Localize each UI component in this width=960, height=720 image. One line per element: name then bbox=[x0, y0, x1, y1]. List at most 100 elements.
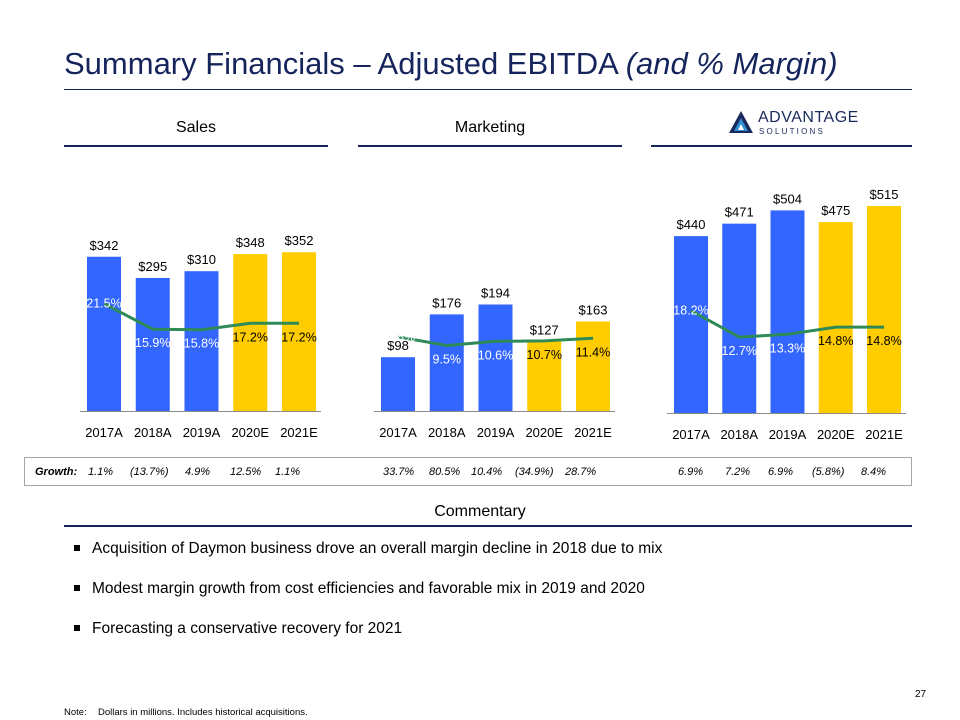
bar bbox=[233, 254, 268, 411]
margin-data-label: 14.8% bbox=[866, 334, 901, 348]
growth-total-value: 7.2% bbox=[725, 466, 751, 478]
bar-value-label: $176 bbox=[432, 295, 461, 310]
growth-sales-value: 12.5% bbox=[230, 466, 262, 478]
sales-panel-heading: Sales bbox=[175, 119, 217, 136]
growth-sales-value: 1.1% bbox=[275, 466, 301, 478]
bar bbox=[87, 256, 121, 411]
growth-marketing-value: 10.4% bbox=[471, 466, 503, 478]
x-tick-label: 2020E bbox=[231, 425, 269, 440]
x-tick-label: 2019A bbox=[477, 425, 515, 440]
bar-value-label: $352 bbox=[285, 233, 314, 248]
growth-total-value: 8.4% bbox=[861, 466, 887, 478]
commentary-heading: Commentary bbox=[434, 503, 526, 520]
x-tick-label: 2021E bbox=[574, 425, 612, 440]
total-panel-rule bbox=[651, 145, 912, 147]
margin-data-label: 10.7% bbox=[527, 348, 562, 362]
margin-data-label: 9.5% bbox=[433, 353, 462, 367]
growth-marketing-value: 33.7% bbox=[383, 466, 415, 478]
bar-value-label: $475 bbox=[821, 203, 850, 218]
bar-value-label: $295 bbox=[138, 259, 167, 274]
growth-sales-value: 4.9% bbox=[185, 466, 211, 478]
title-rule bbox=[64, 89, 912, 90]
bar-value-label: $98 bbox=[387, 338, 409, 353]
margin-data-label: 21.5% bbox=[86, 297, 121, 311]
bar-value-label: $194 bbox=[481, 285, 510, 300]
margin-data-label: 11.4% bbox=[576, 345, 611, 359]
bar bbox=[674, 236, 708, 413]
x-tick-label: 2018A bbox=[428, 425, 466, 440]
margin-data-label: 13.3% bbox=[770, 341, 805, 355]
margin-line bbox=[103, 302, 299, 332]
bar-value-label: $440 bbox=[677, 217, 706, 232]
logo-text-line1: ADVANTAGE bbox=[758, 109, 859, 126]
growth-row-box bbox=[24, 457, 912, 486]
footnote: Note: Dollars in millions. Includes histo… bbox=[64, 707, 308, 718]
bar bbox=[429, 314, 464, 411]
bar bbox=[576, 321, 610, 411]
commentary-rule bbox=[64, 525, 912, 527]
margin-data-label: 10.6% bbox=[478, 348, 513, 362]
sales-panel-rule bbox=[64, 145, 328, 147]
bar bbox=[867, 205, 901, 413]
logo-mark-icon bbox=[729, 111, 753, 133]
bar bbox=[282, 252, 316, 411]
bar-value-label: $348 bbox=[236, 235, 265, 250]
bar-value-label: $515 bbox=[870, 187, 899, 202]
growth-sales-value: 1.1% bbox=[88, 466, 114, 478]
bar-value-label: $127 bbox=[530, 322, 559, 337]
margin-data-label: 14.8% bbox=[818, 334, 853, 348]
bar bbox=[770, 210, 805, 413]
margin-data-label: 18.2% bbox=[673, 304, 708, 318]
bar bbox=[478, 304, 513, 411]
margin-data-label: 17.2% bbox=[233, 330, 268, 344]
bullet-square-icon bbox=[74, 625, 80, 631]
growth-total-value: 6.9% bbox=[768, 466, 794, 478]
margin-line bbox=[690, 309, 884, 339]
margin-data-label: 15.8% bbox=[184, 337, 219, 351]
bar-value-label: $342 bbox=[90, 238, 119, 253]
x-tick-label: 2018A bbox=[134, 425, 172, 440]
x-tick-label: 2021E bbox=[865, 427, 903, 442]
advantage-solutions-logo: ADVANTAGE SOLUTIONS bbox=[728, 108, 858, 138]
growth-sales-value: (13.7%) bbox=[130, 466, 169, 478]
margin-data-label: 15.9% bbox=[135, 336, 170, 350]
x-tick-label: 2017A bbox=[85, 425, 123, 440]
bullet-square-icon bbox=[74, 545, 80, 551]
x-tick-label: 2020E bbox=[525, 425, 563, 440]
bar bbox=[722, 223, 757, 413]
growth-marketing-value: 28.7% bbox=[565, 466, 597, 478]
x-tick-label: 2019A bbox=[183, 425, 221, 440]
bar bbox=[381, 357, 415, 411]
page-number: 27 bbox=[915, 689, 927, 700]
bar bbox=[527, 341, 562, 411]
marketing-panel-rule bbox=[358, 145, 622, 147]
marketing-panel-heading: Marketing bbox=[454, 119, 526, 136]
growth-label: Growth: bbox=[35, 466, 78, 478]
page-title: Summary Financials – Adjusted EBITDA (an… bbox=[64, 46, 838, 81]
margin-line bbox=[397, 335, 594, 348]
bar-value-label: $310 bbox=[187, 252, 216, 267]
bullet-square-icon bbox=[74, 585, 80, 591]
bar bbox=[818, 222, 853, 413]
x-tick-label: 2019A bbox=[769, 427, 807, 442]
x-tick-label: 2017A bbox=[379, 425, 417, 440]
bar-value-label: $471 bbox=[725, 205, 754, 220]
ebitda-charts: $342 2017A $295 2018A $310 2019A $348 2020E $352… bbox=[80, 187, 906, 442]
bar bbox=[184, 271, 219, 411]
growth-marketing-value: 80.5% bbox=[429, 466, 461, 478]
x-tick-label: 2021E bbox=[280, 425, 318, 440]
page-title-italic: (and % Margin) bbox=[625, 46, 838, 81]
footnote-label: Note: bbox=[64, 707, 87, 718]
x-tick-label: 2017A bbox=[672, 427, 710, 442]
margin-data-label: 17.2% bbox=[281, 330, 316, 344]
growth-total-value: (5.8%) bbox=[812, 466, 845, 478]
logo-text-line2: SOLUTIONS bbox=[759, 127, 826, 136]
growth-total-value: 6.9% bbox=[678, 466, 704, 478]
x-tick-label: 2020E bbox=[817, 427, 855, 442]
x-tick-label: 2018A bbox=[720, 427, 758, 442]
bar bbox=[135, 277, 170, 411]
footnote-text: Dollars in millions. Includes historical… bbox=[98, 707, 308, 718]
margin-data-label: 12.7% bbox=[722, 344, 757, 358]
margin-data-label: 11.8% bbox=[381, 330, 416, 344]
bar-value-label: $163 bbox=[579, 303, 608, 318]
